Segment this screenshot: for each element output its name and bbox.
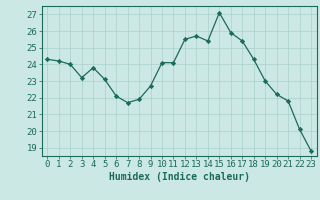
X-axis label: Humidex (Indice chaleur): Humidex (Indice chaleur)	[109, 172, 250, 182]
